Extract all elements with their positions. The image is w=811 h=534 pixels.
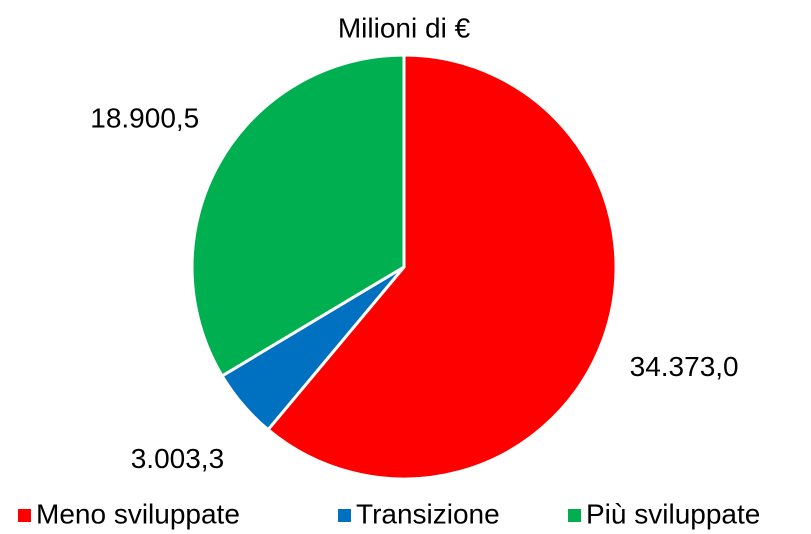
pie-slice	[190, 53, 406, 378]
legend-swatch	[338, 509, 351, 522]
legend-swatch	[18, 509, 31, 522]
legend-swatch	[568, 509, 581, 522]
data-label: 34.373,0	[630, 351, 739, 382]
chart-title: Milioni di €	[338, 12, 471, 43]
legend-label: Più sviluppate	[586, 498, 760, 529]
legend-label: Transizione	[356, 498, 500, 529]
data-label: 18.900,5	[90, 102, 199, 133]
legend-label: Meno sviluppate	[36, 498, 240, 529]
pie-slice	[265, 53, 618, 481]
data-label: 3.003,3	[131, 443, 224, 474]
